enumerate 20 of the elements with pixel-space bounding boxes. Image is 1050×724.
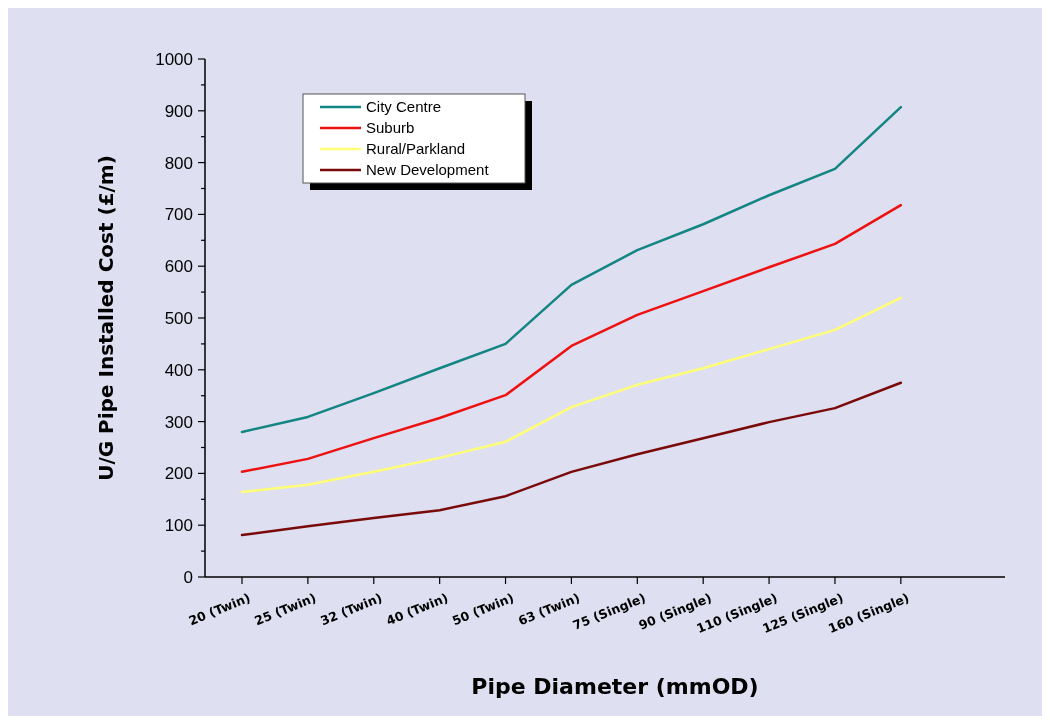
y-tick-label: 400 <box>164 360 193 380</box>
y-tick-label: 600 <box>164 257 193 277</box>
y-tick-label: 200 <box>164 464 193 484</box>
y-tick-label: 100 <box>164 516 193 536</box>
line-series <box>240 203 903 474</box>
y-tick-label: 0 <box>183 567 193 587</box>
y-tick-label: 500 <box>164 308 193 328</box>
legend-label: Suburb <box>366 119 415 137</box>
line-series <box>240 296 903 494</box>
legend-label: City Centre <box>366 98 442 116</box>
y-tick-label: 1000 <box>155 49 193 69</box>
y-tick-label: 900 <box>164 101 193 121</box>
x-axis-title: Pipe Diameter (mmOD) <box>471 674 759 699</box>
line-series <box>240 381 903 537</box>
y-tick-label: 700 <box>164 205 193 225</box>
y-tick-label: 800 <box>164 153 193 173</box>
legend-label: New Development <box>366 161 490 179</box>
y-tick-label: 300 <box>164 412 193 432</box>
y-axis-title: U/G Pipe Installed Cost (£/m) <box>94 155 118 481</box>
legend-label: Rural/Parkland <box>366 140 466 158</box>
